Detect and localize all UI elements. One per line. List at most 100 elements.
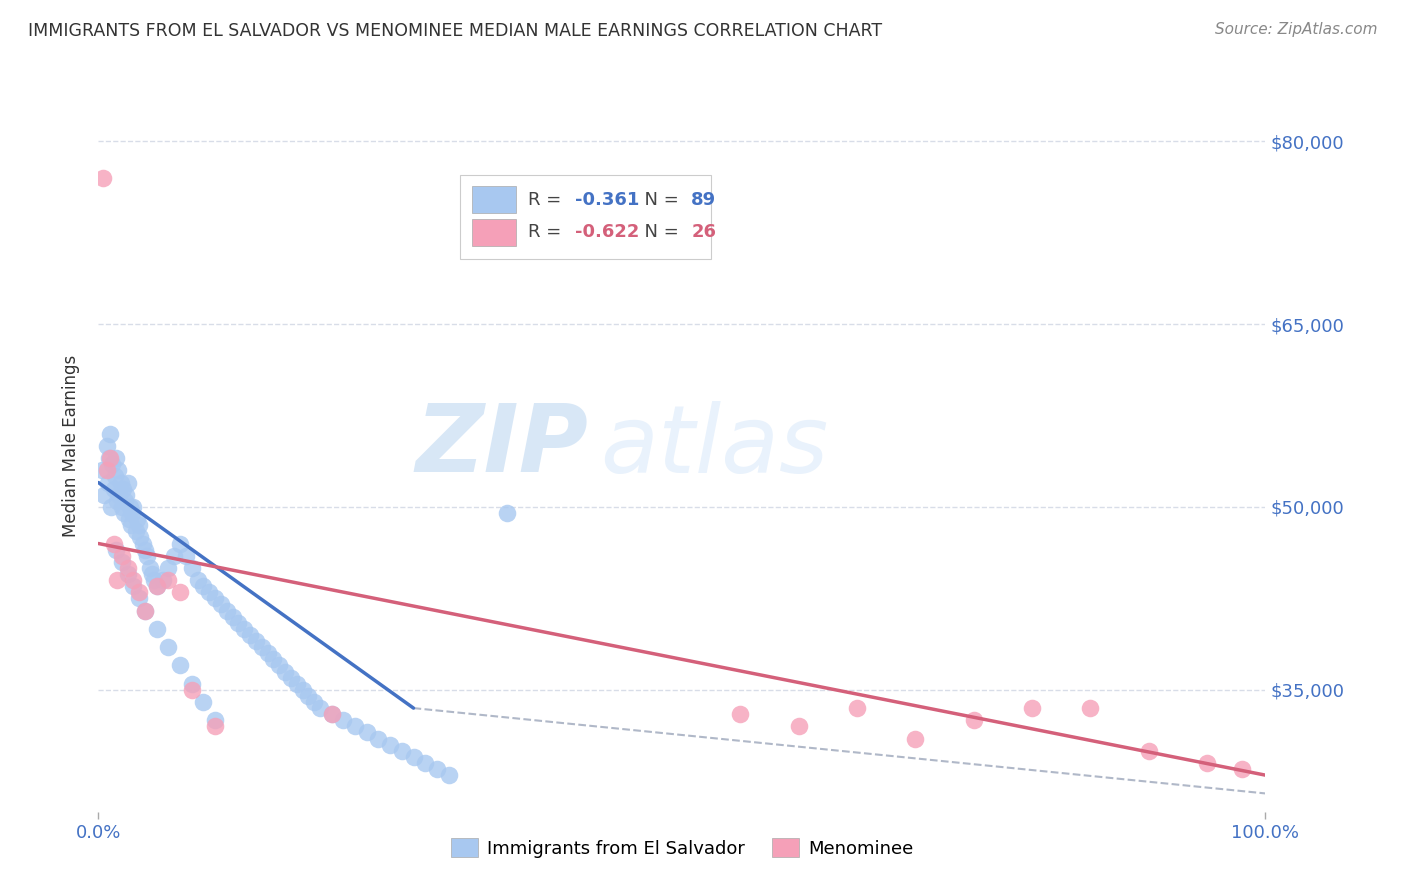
Point xyxy=(1080,701,1102,715)
Point xyxy=(146,579,169,593)
Point xyxy=(169,658,191,673)
Point xyxy=(391,744,413,758)
Point xyxy=(1195,756,1218,770)
Point xyxy=(285,676,308,690)
Point xyxy=(136,549,159,563)
Point xyxy=(187,573,209,587)
Point xyxy=(169,536,191,550)
Point xyxy=(143,573,166,587)
Point xyxy=(962,714,984,728)
Point xyxy=(146,579,169,593)
Point xyxy=(269,658,291,673)
Text: -0.361: -0.361 xyxy=(575,191,638,209)
Point xyxy=(180,676,202,690)
Legend: Immigrants from El Salvador, Menominee: Immigrants from El Salvador, Menominee xyxy=(443,831,921,865)
Point xyxy=(108,488,131,502)
Point xyxy=(204,591,226,606)
Point xyxy=(110,475,132,490)
Point xyxy=(413,756,436,770)
Point xyxy=(120,518,142,533)
Point xyxy=(204,714,226,728)
Point xyxy=(105,573,128,587)
Point xyxy=(107,463,129,477)
Text: atlas: atlas xyxy=(600,401,828,491)
Point xyxy=(215,603,238,617)
Point xyxy=(146,622,169,636)
Point xyxy=(134,603,156,617)
Point xyxy=(122,573,145,587)
Point xyxy=(114,494,136,508)
Point xyxy=(134,542,156,557)
Point xyxy=(104,451,127,466)
Point xyxy=(118,512,141,526)
Point xyxy=(180,682,202,697)
Point xyxy=(117,475,139,490)
Point xyxy=(367,731,389,746)
Point xyxy=(787,719,810,733)
Point xyxy=(132,536,155,550)
Point xyxy=(157,573,180,587)
Point xyxy=(141,567,163,582)
Point xyxy=(97,475,120,490)
Point xyxy=(730,707,752,722)
Point xyxy=(193,579,215,593)
Point xyxy=(180,561,202,575)
Text: IMMIGRANTS FROM EL SALVADOR VS MENOMINEE MEDIAN MALE EARNINGS CORRELATION CHART: IMMIGRANTS FROM EL SALVADOR VS MENOMINEE… xyxy=(28,22,882,40)
Point xyxy=(356,725,378,739)
Point xyxy=(846,701,869,715)
Point xyxy=(304,695,326,709)
Point xyxy=(103,536,125,550)
Point xyxy=(228,615,250,630)
Point xyxy=(239,628,262,642)
Point xyxy=(122,500,145,514)
Point xyxy=(105,494,128,508)
Point xyxy=(321,707,343,722)
Text: R =: R = xyxy=(527,223,567,242)
Point xyxy=(125,524,148,539)
Point xyxy=(496,506,519,520)
Point xyxy=(117,567,139,582)
Point xyxy=(193,695,215,709)
Point xyxy=(121,506,143,520)
Point xyxy=(262,652,284,666)
Point xyxy=(245,634,267,648)
Point xyxy=(174,549,197,563)
Point xyxy=(1230,762,1253,776)
Point xyxy=(233,622,256,636)
Point xyxy=(129,530,152,544)
Point xyxy=(280,671,302,685)
Point xyxy=(291,682,314,697)
Point xyxy=(104,542,127,557)
Text: 89: 89 xyxy=(692,191,717,209)
Point xyxy=(221,609,243,624)
Point xyxy=(90,463,112,477)
Point xyxy=(125,512,148,526)
Point xyxy=(93,488,115,502)
Point xyxy=(380,738,402,752)
Text: N =: N = xyxy=(633,191,685,209)
Point xyxy=(169,585,191,599)
Point xyxy=(98,426,121,441)
Point xyxy=(163,549,186,563)
Point xyxy=(111,549,134,563)
Point xyxy=(98,451,121,466)
Point xyxy=(904,731,927,746)
Text: R =: R = xyxy=(527,191,567,209)
Point xyxy=(104,469,127,483)
Point xyxy=(426,762,449,776)
FancyBboxPatch shape xyxy=(460,176,711,260)
FancyBboxPatch shape xyxy=(472,219,516,246)
Point xyxy=(332,714,354,728)
Text: N =: N = xyxy=(633,223,685,242)
Point xyxy=(250,640,273,655)
Point xyxy=(96,463,118,477)
Point xyxy=(344,719,367,733)
Point xyxy=(134,603,156,617)
Point xyxy=(309,701,332,715)
Point xyxy=(152,573,174,587)
Point xyxy=(97,451,120,466)
FancyBboxPatch shape xyxy=(472,186,516,213)
Point xyxy=(437,768,460,782)
Point xyxy=(115,488,138,502)
Point xyxy=(111,555,134,569)
